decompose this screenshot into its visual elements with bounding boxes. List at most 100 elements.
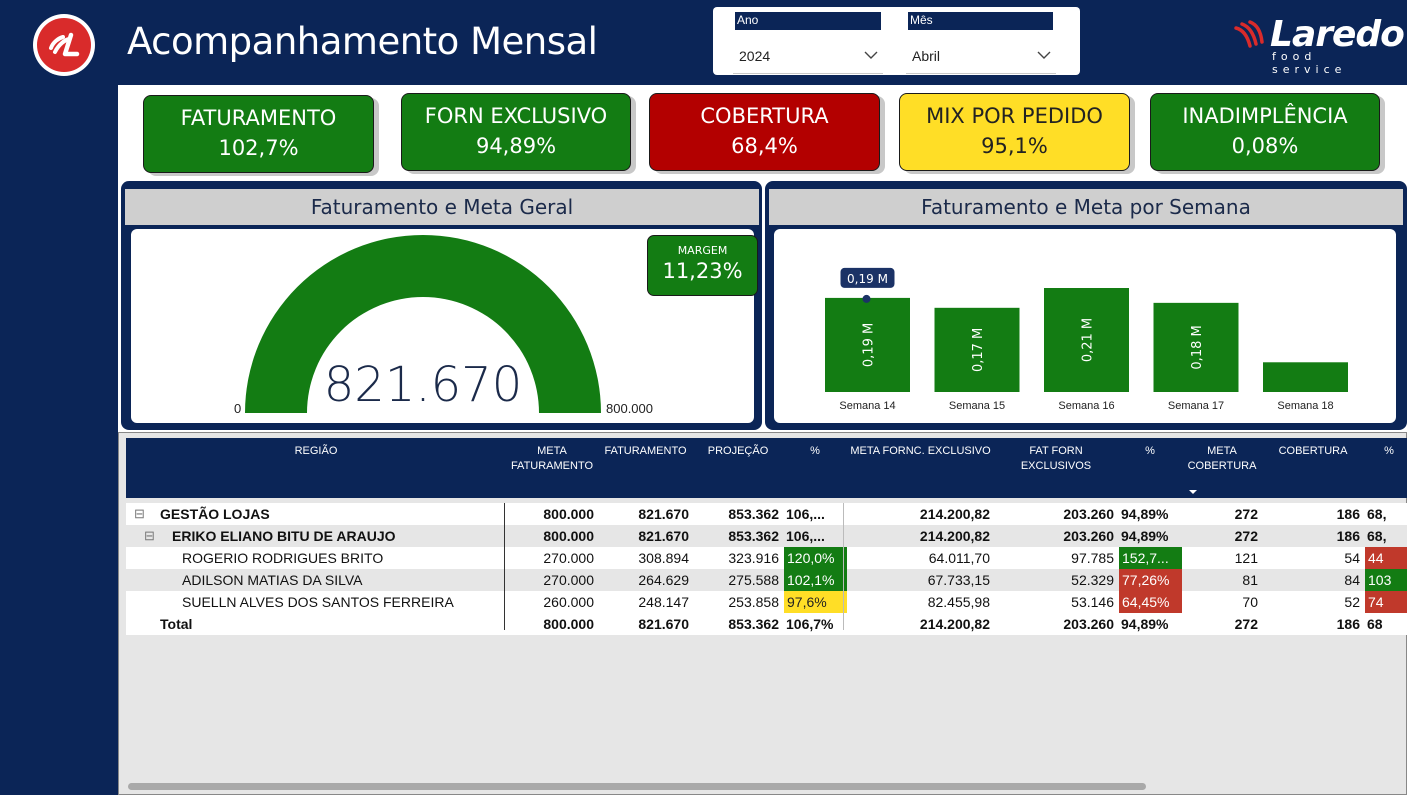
table-total-row[interactable]: Total 800.000 821.670 853.362 106,7% 214.200,… — [126, 613, 1407, 635]
cell-pct1: 97,6% — [784, 591, 847, 613]
chevron-down-icon — [1037, 51, 1051, 59]
mes-value: Abril — [912, 48, 941, 64]
bar-semana-14[interactable] — [825, 297, 910, 392]
kpi-card-faturamento[interactable]: FATURAMENTO 102,7% — [143, 95, 374, 173]
col-regiao[interactable]: REGIÃO — [294, 445, 338, 457]
chevron-down-icon — [864, 51, 878, 59]
weekly-chart-visual[interactable]: 0,19 M Semana 14 0,17 M Semana 15 0,21 M Sema… — [774, 229, 1396, 423]
x-tick-label: Semana 18 — [1277, 400, 1333, 412]
kpi-card-mix-por-pedido[interactable]: MIX POR PEDIDO 95,1% — [899, 93, 1130, 171]
expand-collapse-icon[interactable]: ⊟ — [134, 506, 145, 521]
col-pct-faturamento[interactable]: % — [810, 445, 820, 457]
kpi-title: FORN EXCLUSIVO — [424, 104, 608, 128]
col-faturamento[interactable]: FATURAMENTO — [604, 445, 687, 457]
cell-pct2: 64,45% — [1119, 591, 1182, 613]
kpi-title: MIX POR PEDIDO — [926, 104, 1103, 128]
bar-semana-15[interactable] — [934, 307, 1020, 392]
cell-pct3: 74 — [1365, 591, 1407, 613]
cell-pct3: 68, — [1367, 506, 1387, 522]
logo-emblem-icon — [37, 18, 91, 72]
horizontal-scrollbar[interactable] — [125, 782, 1397, 792]
cell-fat: 308.894 — [638, 550, 689, 566]
expand-collapse-icon[interactable]: ⊟ — [144, 528, 155, 543]
cell-meta-cob: 272 — [1234, 616, 1258, 632]
row-label: ERIKO ELIANO BITU DE ARAUJO — [172, 528, 396, 544]
cell-meta-fat: 260.000 — [543, 594, 594, 610]
cell-cob: 186 — [1336, 506, 1360, 522]
cell-meta-fat: 800.000 — [543, 528, 594, 544]
kpi-value: 94,89% — [475, 134, 557, 158]
mes-dropdown[interactable]: Abril — [906, 46, 1056, 74]
gauge-visual[interactable]: 821.670 0 800.000 MARGEM 11,23% — [131, 229, 758, 423]
table-row[interactable]: ROGERIO RODRIGUES BRITO 270.000 308.894 323… — [126, 547, 1407, 569]
cell-cob: 186 — [1336, 528, 1360, 544]
col-projecao[interactable]: PROJEÇÃO — [707, 445, 769, 457]
cell-pct2: 94,89% — [1121, 528, 1169, 544]
cell-fat-forn: 203.260 — [1063, 616, 1114, 632]
sort-desc-icon[interactable] — [1188, 489, 1198, 495]
cell-meta-forn: 82.455,98 — [927, 594, 990, 610]
col-meta-cobertura[interactable]: META COBERTURA — [1187, 445, 1257, 472]
bar-data-label: 0,18 M — [1190, 325, 1205, 369]
header-bar: Acompanhamento Mensal Ano 2024 Mês Abril… — [0, 0, 1407, 85]
col-meta-faturamento[interactable]: META FATURAMENTO — [510, 445, 594, 472]
cell-cob: 52 — [1344, 594, 1360, 610]
cell-proj: 253.858 — [728, 594, 779, 610]
gauge-chart: 821.670 0 800.000 — [234, 235, 653, 416]
cell-meta-cob: 272 — [1234, 506, 1258, 522]
table-row[interactable]: SUELLN ALVES DOS SANTOS FERREIRA 260.000 2… — [126, 591, 1407, 613]
table-row[interactable]: ⊟ GESTÃO LOJAS 800.000 821.670 853.362 106,..… — [126, 503, 1407, 525]
cell-meta-cob: 121 — [1234, 550, 1258, 566]
bar-semana-17[interactable] — [1153, 302, 1239, 392]
cell-fat-forn: 97.785 — [1071, 550, 1114, 566]
cell-pct1: 106,... — [786, 528, 825, 544]
gauge-panel: Faturamento e Meta Geral 821.670 0 800.0… — [121, 181, 762, 430]
kpi-value: 0,08% — [1231, 134, 1299, 158]
kpi-card-forn-exclusivo[interactable]: FORN EXCLUSIVO 94,89% — [401, 93, 631, 171]
cell-fat-forn: 52.329 — [1071, 572, 1114, 588]
col-pct-cobertura[interactable]: % — [1384, 445, 1394, 457]
cell-pct3: 44 — [1365, 547, 1407, 569]
kpi-card-cobertura[interactable]: COBERTURA 68,4% — [649, 93, 880, 171]
gauge-arc — [245, 235, 601, 413]
company-logo — [33, 14, 95, 76]
cell-proj: 853.362 — [728, 528, 779, 544]
bar-data-label: 0,21 M — [1081, 318, 1096, 362]
bar-semana-16[interactable] — [1044, 288, 1129, 392]
col-cobertura[interactable]: COBERTURA — [1278, 445, 1348, 457]
weekly-panel: Faturamento e Meta por Semana 0,19 M Sema… — [765, 181, 1407, 430]
bar-data-label: 0,17 M — [971, 328, 986, 372]
table-row[interactable]: ADILSON MATIAS DA SILVA 270.000 264.629 275… — [126, 569, 1407, 591]
cell-pct1: 106,... — [786, 506, 825, 522]
row-label: Total — [160, 616, 193, 632]
cell-meta-fat: 800.000 — [543, 506, 594, 522]
brand-logo: Laredo food service — [1232, 14, 1405, 76]
bar-semana-18[interactable] — [1263, 362, 1348, 392]
cell-pct2: 77,26% — [1119, 569, 1182, 591]
scrollbar-thumb[interactable] — [128, 783, 1146, 790]
ano-dropdown[interactable]: 2024 — [733, 46, 883, 74]
cell-meta-cob: 81 — [1242, 572, 1258, 588]
table-header: REGIÃO META FATURAMENTO FATURAMENTO PROJ… — [126, 438, 1407, 498]
col-fat-forn-exclusivos[interactable]: FAT FORN EXCLUSIVOS — [1020, 445, 1092, 472]
table-row[interactable]: ⊟ ERIKO ELIANO BITU DE ARAUJO 800.000 821.6… — [126, 525, 1407, 547]
cell-pct1: 106,7% — [786, 616, 834, 632]
cell-meta-cob: 70 — [1242, 594, 1258, 610]
cell-fat: 821.670 — [638, 506, 689, 522]
row-label: ADILSON MATIAS DA SILVA — [182, 572, 363, 588]
cell-meta-fat: 270.000 — [543, 550, 594, 566]
margem-value: 11,23% — [662, 259, 743, 283]
column-divider — [843, 503, 844, 630]
col-pct-forn[interactable]: % — [1145, 445, 1155, 457]
cell-cob: 84 — [1344, 572, 1360, 588]
x-tick-label: Semana 17 — [1168, 400, 1224, 412]
brand-name: Laredo — [1270, 14, 1405, 55]
kpi-card-inadimplencia[interactable]: INADIMPLÊNCIA 0,08% — [1150, 93, 1380, 171]
cell-cob: 54 — [1344, 550, 1360, 566]
col-meta-fornc-exclusivo[interactable]: META FORNC. EXCLUSIVO — [850, 445, 991, 457]
margem-label: MARGEM — [677, 244, 728, 257]
x-tick-label: Semana 15 — [949, 400, 1005, 412]
margem-card[interactable]: MARGEM 11,23% — [647, 235, 758, 296]
gauge-min-label: 0 — [234, 401, 241, 416]
